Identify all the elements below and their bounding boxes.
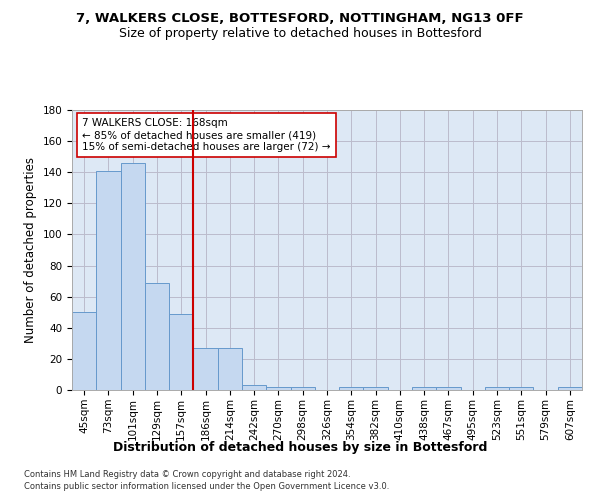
Bar [436, 387, 461, 390]
Y-axis label: Number of detached properties: Number of detached properties [24, 157, 37, 343]
Bar [290, 387, 315, 390]
Bar [485, 387, 509, 390]
Bar [121, 163, 145, 390]
Bar [339, 387, 364, 390]
Bar [266, 387, 290, 390]
Bar [96, 170, 121, 390]
Text: Size of property relative to detached houses in Bottesford: Size of property relative to detached ho… [119, 28, 481, 40]
Bar [364, 387, 388, 390]
Bar [169, 314, 193, 390]
Text: Contains HM Land Registry data © Crown copyright and database right 2024.: Contains HM Land Registry data © Crown c… [24, 470, 350, 479]
Text: Contains public sector information licensed under the Open Government Licence v3: Contains public sector information licen… [24, 482, 389, 491]
Bar [193, 348, 218, 390]
Text: 7 WALKERS CLOSE: 168sqm
← 85% of detached houses are smaller (419)
15% of semi-d: 7 WALKERS CLOSE: 168sqm ← 85% of detache… [82, 118, 331, 152]
Text: 7, WALKERS CLOSE, BOTTESFORD, NOTTINGHAM, NG13 0FF: 7, WALKERS CLOSE, BOTTESFORD, NOTTINGHAM… [76, 12, 524, 26]
Text: Distribution of detached houses by size in Bottesford: Distribution of detached houses by size … [113, 441, 487, 454]
Bar [72, 312, 96, 390]
Bar [218, 348, 242, 390]
Bar [412, 387, 436, 390]
Bar [242, 386, 266, 390]
Bar [509, 387, 533, 390]
Bar [558, 387, 582, 390]
Bar [145, 282, 169, 390]
